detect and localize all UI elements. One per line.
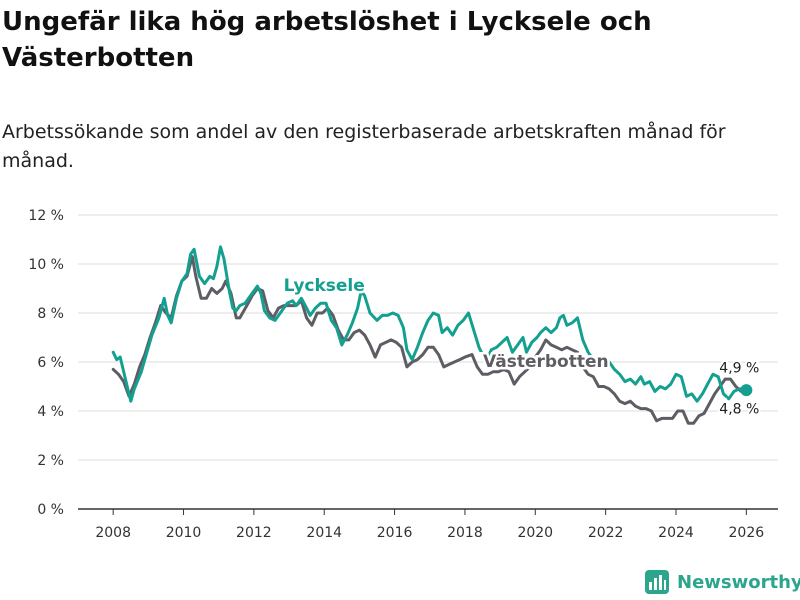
y-tick-label: 4 % <box>37 404 64 420</box>
x-tick-label: 2018 <box>447 525 483 541</box>
x-tick-label: 2026 <box>729 525 765 541</box>
y-tick-label: 10 % <box>28 257 64 273</box>
chart-subtitle: Arbetssökande som andel av den registerb… <box>2 121 726 172</box>
x-tick-label: 2024 <box>658 525 694 541</box>
brand-name: Newsworthy <box>677 571 800 593</box>
y-tick-label: 6 % <box>37 355 64 371</box>
x-tick-label: 2022 <box>588 525 624 541</box>
x-tick-label: 2010 <box>166 525 202 541</box>
series-line-lycksele <box>111 245 748 403</box>
x-axis: 2008 2010 2012 2014 2016 2018 2020 2022 2024 2026 <box>95 509 764 541</box>
y-tick-label: 2 % <box>37 453 64 469</box>
y-tick-label: 8 % <box>37 306 64 322</box>
series-labels: Lycksele Västerbotten 4,9 % 4,8 % <box>281 273 761 419</box>
end-label-lycksele: 4,9 % <box>719 360 759 376</box>
brand-logo[interactable]: Newsworthy <box>645 570 800 594</box>
chart-title: Ungefär lika hög arbetslöshet i Lycksele… <box>2 7 652 73</box>
series-label-vasterbotten: Västerbotten <box>483 352 609 372</box>
y-tick-label: 12 % <box>28 208 64 224</box>
end-label-vasterbotten: 4,8 % <box>719 402 759 418</box>
y-tick-label: 0 % <box>37 502 64 518</box>
x-tick-label: 2014 <box>306 525 342 541</box>
x-tick-label: 2020 <box>517 525 553 541</box>
bar-chart-icon <box>645 570 669 594</box>
series-label-lycksele: Lycksele <box>284 276 365 296</box>
x-tick-label: 2016 <box>377 525 413 541</box>
end-point-marker <box>740 384 753 397</box>
y-axis-ticks: 0 % 2 % 4 % 6 % 8 % 10 % 12 % <box>28 208 64 518</box>
x-tick-label: 2012 <box>236 525 272 541</box>
series-line-vasterbotten <box>111 255 748 425</box>
series-lines <box>111 245 753 425</box>
grid-lines <box>78 214 778 510</box>
x-tick-label: 2008 <box>95 525 131 541</box>
